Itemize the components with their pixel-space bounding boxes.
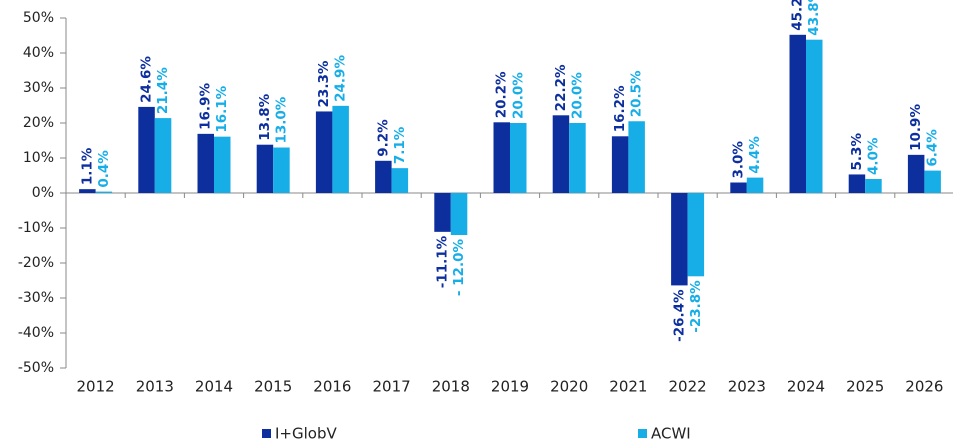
y-tick-label: -30% <box>18 290 54 306</box>
y-tick-label: 0% <box>32 185 54 201</box>
value-label: 20.0% <box>510 72 526 119</box>
x-tick-label: 2022 <box>669 378 707 396</box>
value-label: -11.1% <box>435 235 451 288</box>
bar <box>611 136 629 193</box>
legend-swatch <box>638 429 647 438</box>
bar <box>434 193 451 232</box>
bar <box>865 179 882 193</box>
value-label: 10.9% <box>908 104 924 151</box>
bar <box>907 154 925 193</box>
value-label: 43.8% <box>806 0 822 36</box>
value-label: 21.4% <box>155 67 171 114</box>
value-label: - 12.0% <box>451 239 467 297</box>
bar <box>628 121 645 193</box>
value-label: 0.4% <box>96 150 112 188</box>
value-label: 13.8% <box>257 93 273 140</box>
y-tick-label: -20% <box>18 255 54 271</box>
bar <box>138 106 155 193</box>
x-tick-label: 2023 <box>728 378 766 396</box>
y-tick-label: 10% <box>23 150 54 166</box>
y-tick-label: -50% <box>18 360 54 376</box>
bar <box>79 189 96 193</box>
bar <box>687 193 705 277</box>
x-tick-label: 2014 <box>195 378 233 396</box>
y-tick-label: 50% <box>23 10 54 26</box>
x-tick-label: 2025 <box>846 378 884 396</box>
value-label: 22.2% <box>553 64 569 111</box>
bar <box>391 168 409 193</box>
value-label: 3.0% <box>731 141 747 179</box>
bar <box>510 123 527 193</box>
x-tick-label: 2024 <box>787 378 825 396</box>
value-label: 20.2% <box>494 71 510 118</box>
value-label: 20.5% <box>629 70 645 117</box>
value-label: 9.2% <box>375 119 391 157</box>
value-label: 24.6% <box>139 56 155 103</box>
bar <box>730 182 747 193</box>
x-tick-label: 2021 <box>609 378 647 396</box>
y-tick-label: -10% <box>18 220 54 236</box>
value-label: 24.9% <box>333 55 349 102</box>
value-label: 4.0% <box>865 137 881 175</box>
x-tick-label: 2012 <box>77 378 115 396</box>
x-tick-label: 2026 <box>905 378 943 396</box>
value-label: 7.1% <box>392 126 408 164</box>
value-label: 4.4% <box>747 136 763 174</box>
x-tick-label: 2015 <box>254 378 292 396</box>
bar <box>493 122 510 193</box>
x-tick-label: 2018 <box>432 378 470 396</box>
bar <box>375 160 392 193</box>
value-label: 16.9% <box>198 83 214 130</box>
y-tick-label: 20% <box>23 115 54 131</box>
value-label: 13.0% <box>273 96 289 143</box>
value-label: 16.2% <box>612 85 628 132</box>
value-label: 5.3% <box>849 133 865 171</box>
bar <box>789 34 806 193</box>
value-label: 16.1% <box>214 85 230 132</box>
value-label: 1.1% <box>79 147 95 185</box>
bar <box>806 39 823 194</box>
bar <box>256 144 274 193</box>
bar <box>924 170 941 193</box>
legend-swatch <box>262 429 271 438</box>
x-tick-label: 2016 <box>313 378 351 396</box>
value-label: 23.3% <box>316 60 332 107</box>
bar <box>154 118 172 193</box>
x-tick-label: 2013 <box>136 378 174 396</box>
bar <box>95 191 113 193</box>
legend-label: I+GlobV <box>275 425 337 443</box>
legend-label: ACWI <box>651 425 691 443</box>
bar <box>746 177 764 193</box>
bar <box>273 147 290 193</box>
value-label: -26.4% <box>671 289 687 342</box>
x-tick-label: 2020 <box>550 378 588 396</box>
y-tick-label: -40% <box>18 325 54 341</box>
value-label: 45.2% <box>790 0 806 31</box>
y-tick-label: 40% <box>23 45 54 61</box>
bar <box>214 136 231 193</box>
bar <box>552 115 570 193</box>
bar <box>671 193 688 286</box>
value-label: 20.0% <box>569 72 585 119</box>
x-tick-label: 2019 <box>491 378 529 396</box>
bar <box>848 174 866 193</box>
bar <box>332 105 349 193</box>
bar <box>450 193 468 235</box>
bar <box>569 123 586 193</box>
value-label: 6.4% <box>925 129 941 167</box>
bar <box>315 111 333 193</box>
y-tick-label: 30% <box>23 80 54 96</box>
value-label: -23.8% <box>688 280 704 333</box>
x-tick-label: 2017 <box>373 378 411 396</box>
bar <box>197 133 214 193</box>
